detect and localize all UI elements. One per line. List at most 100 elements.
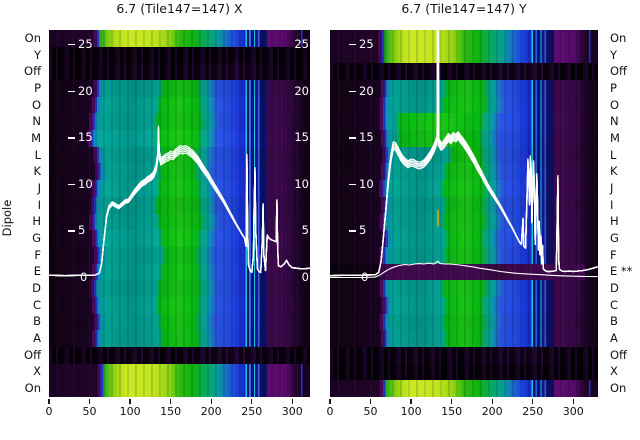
heatmap-row-o-4 — [330, 96, 598, 115]
line-plot-y — [330, 30, 598, 279]
dipole-labels-right: On Y Off P O N M L K J I H G F E ** D C B A Off X On — [610, 0, 640, 440]
dipole-label-left-on-21: On — [24, 381, 41, 396]
value-tick-dash — [68, 230, 75, 232]
heatmap-row-a-18 — [49, 330, 310, 349]
dipole-label-right-h-11: H — [610, 214, 619, 229]
x-tick-label: 250 — [241, 405, 263, 418]
heatmap-row-on-0 — [330, 30, 598, 48]
value-tick-dash — [349, 183, 356, 186]
dipole-label-left-p-3: P — [34, 80, 41, 95]
heatmap-row-c-16 — [49, 296, 310, 315]
x-tick-mark — [129, 399, 131, 404]
title-panel-x: 6.7 (Tile147=147) X — [116, 1, 243, 16]
value-tick-label-left: 20 — [78, 83, 93, 98]
heatmap-row-j-9 — [49, 180, 310, 198]
heatmap-row-d-15 — [330, 280, 598, 298]
value-tick-label-left: 15 — [78, 130, 93, 145]
x-tick-label: 200 — [481, 405, 503, 418]
dipole-label-right-on-0: On — [610, 30, 627, 45]
dipole-label-right-o-4: O — [610, 97, 620, 112]
dipole-label-left-g-12: G — [32, 231, 41, 246]
x-tick-mark — [329, 399, 331, 404]
x-tick-mark — [532, 399, 534, 404]
dipole-label-right-f-13: F — [610, 247, 617, 262]
dipole-label-right-e-14: E ** — [610, 264, 633, 279]
value-tick-dash — [68, 183, 75, 186]
line-plot-x — [49, 125, 310, 277]
dipole-label-left-y-1: Y — [33, 47, 41, 62]
x-tick-mark — [572, 399, 574, 404]
heatmap-row-off-19 — [330, 346, 598, 365]
value-tick-label-right: 15 — [294, 130, 309, 145]
title-panel-y: 6.7 (Tile147=147) Y — [401, 1, 527, 16]
dipole-label-right-d-15: D — [610, 281, 619, 296]
value-tick-dash — [349, 137, 356, 139]
heatmap-row-n-5 — [330, 113, 598, 132]
heatmap-row-b-17 — [49, 313, 310, 332]
x-tick-mark — [369, 399, 372, 404]
heatmap-row-e-14 — [330, 263, 598, 282]
dipole-label-right-j-9: J — [610, 180, 614, 195]
heatmap-row-g-12 — [49, 230, 310, 248]
dipole-label-right-x-20: X — [610, 364, 618, 379]
heatmap-row-p-3 — [49, 80, 310, 98]
heatmap-row-e-14 — [49, 263, 310, 282]
dead-dipole-line — [330, 260, 598, 279]
heatmap-row-f-13 — [49, 246, 310, 265]
value-tick-label-right: 0 — [301, 270, 309, 284]
x-tick-label: 0 — [326, 405, 334, 418]
x-tick-label: 150 — [160, 405, 182, 418]
value-tick-dash — [349, 44, 356, 46]
heatmap-row-l-7 — [49, 146, 310, 165]
heatmap-row-d-15 — [49, 280, 310, 298]
heatmap-row-c-16 — [330, 296, 598, 315]
x-tick-label: 100 — [400, 405, 422, 418]
dipole-label-right-p-3: P — [610, 80, 617, 95]
dipole-label-right-c-16: C — [610, 297, 619, 312]
heatmap-row-on-21 — [49, 380, 310, 397]
heatmap-row-p-3 — [330, 80, 598, 98]
value-tick-label-left: 25 — [359, 37, 374, 51]
x-tick-mark — [48, 399, 50, 404]
value-tick-dash — [68, 44, 75, 46]
heatmap-row-m-6 — [49, 130, 310, 148]
heatmap-row-x-20 — [49, 363, 310, 382]
heatmap-row-y-1 — [330, 46, 598, 65]
heatmap-row-h-11 — [49, 213, 310, 232]
heatmap-row-off-2 — [49, 63, 310, 82]
x-tick-mark — [491, 399, 493, 404]
dipole-label-left-o-4: O — [31, 97, 41, 112]
dipole-label-right-i-10: I — [610, 197, 614, 212]
dipole-label-right-y-1: Y — [610, 47, 618, 62]
heatmap-row-on-21 — [330, 380, 598, 397]
value-tick-label-left: 5 — [359, 223, 367, 238]
value-tick-label-right: 5 — [301, 223, 309, 238]
value-tick-label-left: 15 — [359, 130, 374, 145]
heatmap-row-y-1 — [49, 46, 310, 65]
x-tick-label: 150 — [441, 405, 463, 418]
dipole-label-left-b-17: B — [33, 314, 41, 329]
value-tick-label-left: 10 — [359, 176, 374, 191]
heatmap-panel-y: 25 20 15 10 5 0 — [330, 30, 598, 397]
dipole-label-right-n-5: N — [610, 114, 619, 129]
dipole-power-line — [49, 125, 310, 277]
heatmap-row-b-17 — [330, 313, 598, 332]
value-tick-label-left: 25 — [78, 37, 93, 51]
value-tick-dash — [68, 90, 75, 92]
value-tick-label-right: 25 — [294, 37, 309, 51]
x-tick-label: 300 — [562, 405, 584, 418]
dipole-label-left-h-11: H — [32, 214, 41, 229]
x-tick-label: 300 — [281, 405, 303, 418]
value-tick-label-left: 10 — [78, 176, 93, 191]
dipole-label-left-m-6: M — [31, 130, 41, 145]
heatmap-row-i-10 — [49, 196, 310, 215]
heatmap-row-o-4 — [49, 96, 310, 115]
x-tick-label: 100 — [119, 405, 141, 418]
heatmap-row-h-11 — [330, 213, 598, 232]
dipole-label-right-m-6: M — [610, 130, 620, 145]
value-tick-label-right: 10 — [294, 176, 309, 191]
x-tick-mark — [169, 399, 172, 404]
dipole-label-left-d-15: D — [32, 281, 41, 296]
heatmap-row-f-13 — [330, 246, 598, 265]
